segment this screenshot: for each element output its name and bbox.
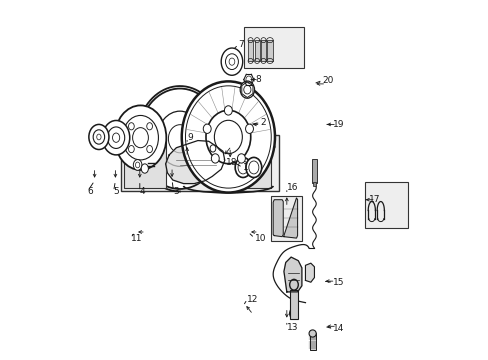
Text: 20: 20 — [322, 76, 333, 85]
Ellipse shape — [93, 130, 104, 144]
Ellipse shape — [237, 154, 245, 163]
Ellipse shape — [146, 145, 152, 153]
Text: 16: 16 — [286, 183, 298, 192]
Text: 7: 7 — [238, 40, 244, 49]
Ellipse shape — [245, 124, 253, 134]
Bar — [364, 182, 407, 228]
Text: 9: 9 — [187, 133, 192, 142]
Ellipse shape — [224, 106, 232, 115]
Bar — [271, 196, 301, 241]
Bar — [289, 290, 298, 319]
Bar — [247, 40, 253, 61]
Polygon shape — [284, 257, 301, 292]
Polygon shape — [305, 263, 314, 282]
Text: 2: 2 — [260, 118, 266, 127]
Ellipse shape — [141, 164, 148, 173]
Polygon shape — [165, 140, 224, 184]
Bar — [121, 135, 278, 192]
Text: 13: 13 — [286, 323, 298, 332]
Text: 5: 5 — [113, 187, 119, 196]
Bar — [312, 159, 316, 183]
Ellipse shape — [245, 157, 261, 177]
Ellipse shape — [133, 159, 142, 170]
Polygon shape — [284, 198, 297, 238]
Text: 8: 8 — [255, 75, 261, 84]
Ellipse shape — [102, 121, 129, 155]
Bar — [231, 145, 271, 188]
Bar — [313, 182, 315, 186]
Ellipse shape — [235, 157, 250, 177]
Ellipse shape — [210, 145, 215, 152]
Ellipse shape — [157, 111, 202, 166]
Bar — [124, 139, 165, 188]
Text: 3: 3 — [173, 187, 179, 196]
Text: 17: 17 — [368, 195, 380, 204]
Ellipse shape — [115, 105, 166, 170]
Ellipse shape — [122, 116, 158, 160]
Ellipse shape — [89, 125, 109, 149]
Polygon shape — [273, 200, 283, 237]
Ellipse shape — [182, 81, 274, 193]
Text: 10: 10 — [254, 234, 265, 243]
Ellipse shape — [107, 127, 124, 148]
Ellipse shape — [128, 123, 134, 130]
Ellipse shape — [221, 48, 242, 75]
Text: 19: 19 — [333, 120, 344, 129]
Text: 18: 18 — [225, 158, 237, 167]
Ellipse shape — [205, 110, 250, 164]
Text: 6: 6 — [87, 187, 93, 196]
Text: 12: 12 — [247, 294, 258, 303]
Bar — [254, 40, 259, 61]
Ellipse shape — [211, 154, 219, 163]
Bar — [309, 333, 315, 350]
Ellipse shape — [132, 128, 148, 148]
Text: 1: 1 — [242, 163, 248, 172]
Ellipse shape — [128, 145, 134, 153]
Text: 4: 4 — [140, 187, 145, 196]
Ellipse shape — [240, 81, 254, 98]
Ellipse shape — [139, 89, 221, 189]
Ellipse shape — [203, 124, 211, 134]
Bar — [244, 27, 304, 68]
Ellipse shape — [308, 330, 316, 337]
Bar — [261, 40, 265, 61]
Text: 15: 15 — [333, 278, 344, 287]
Ellipse shape — [289, 279, 298, 290]
Text: 11: 11 — [130, 234, 142, 243]
Ellipse shape — [146, 123, 152, 130]
Bar — [266, 40, 273, 61]
Ellipse shape — [289, 308, 298, 319]
Text: 14: 14 — [333, 324, 344, 333]
